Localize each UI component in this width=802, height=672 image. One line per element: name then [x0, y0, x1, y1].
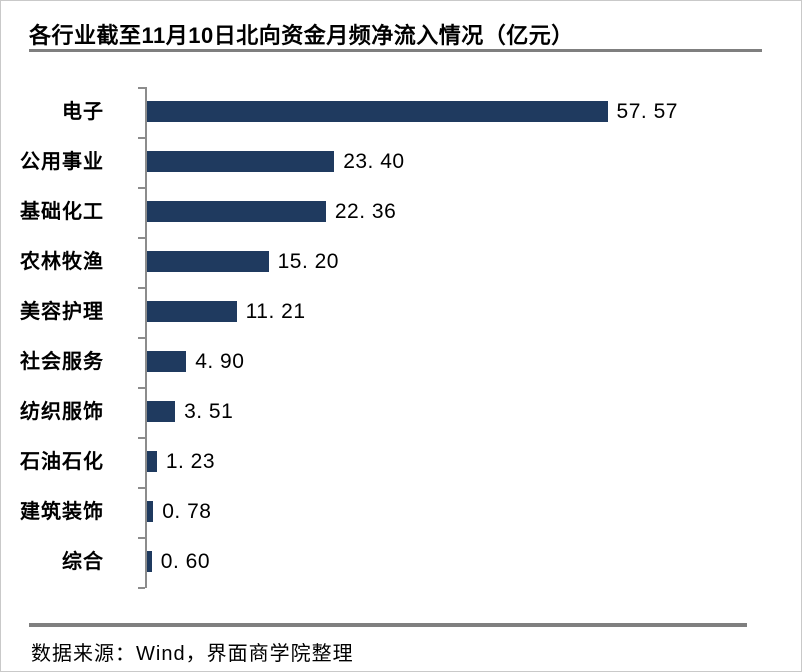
value-label: 0. 78 [162, 500, 212, 523]
title-underline [29, 49, 762, 52]
chart-row: 纺织服饰 3. 51 [1, 387, 801, 437]
y-axis-line [145, 87, 147, 588]
category-label: 农林牧渔 [20, 251, 104, 273]
source-note: 数据来源：Wind，界面商学院整理 [31, 643, 354, 665]
chart-row: 农林牧渔 15. 20 [1, 237, 801, 287]
axis-tick [138, 337, 145, 339]
value-label: 57. 57 [616, 100, 678, 123]
axis-tick [138, 187, 145, 189]
value-label: 0. 60 [160, 550, 211, 573]
value-label: 1. 23 [165, 450, 216, 473]
axis-tick [138, 587, 145, 589]
bar [147, 201, 326, 222]
chart-row: 公用事业 23. 40 [1, 137, 801, 187]
category-label: 综合 [62, 551, 104, 573]
chart-row: 综合 0. 60 [1, 537, 801, 587]
bar [147, 251, 269, 272]
value-label: 23. 40 [343, 150, 405, 173]
chart-row: 基础化工 22. 36 [1, 187, 801, 237]
bar [147, 501, 154, 522]
bar [147, 401, 176, 422]
category-label: 纺织服饰 [20, 401, 104, 423]
category-label: 石油石化 [20, 451, 104, 473]
axis-tick [138, 437, 145, 439]
axis-tick [138, 237, 145, 239]
axis-tick [138, 387, 145, 389]
chart-row: 美容护理 11. 21 [1, 287, 801, 337]
bar [147, 151, 335, 172]
value-label: 15. 20 [277, 250, 339, 273]
axis-tick [138, 487, 145, 489]
category-label: 社会服务 [20, 351, 104, 373]
footer-divider [29, 623, 747, 627]
bar [147, 551, 152, 572]
value-label: 3. 51 [184, 400, 234, 423]
bar [147, 451, 157, 472]
category-label: 美容护理 [20, 301, 104, 323]
chart-row: 电子 57. 57 [1, 87, 801, 137]
category-label: 公用事业 [20, 151, 104, 173]
value-label: 11. 21 [245, 300, 306, 323]
axis-tick [138, 287, 145, 289]
bar [147, 351, 187, 372]
chart-row: 建筑装饰 0. 78 [1, 487, 801, 537]
category-label: 建筑装饰 [20, 501, 104, 523]
value-label: 22. 36 [334, 200, 397, 223]
value-label: 4. 90 [195, 350, 245, 373]
chart-row: 社会服务 4. 90 [1, 337, 801, 387]
chart-title: 各行业截至11月10日北向资金月频净流入情况（亿元） [29, 23, 574, 48]
chart-row: 石油石化 1. 23 [1, 437, 801, 487]
bar [147, 301, 237, 322]
axis-tick [138, 87, 145, 89]
category-label: 基础化工 [20, 201, 104, 223]
bar [147, 101, 608, 122]
category-label: 电子 [62, 101, 104, 123]
axis-tick [138, 137, 145, 139]
axis-tick [138, 537, 145, 539]
